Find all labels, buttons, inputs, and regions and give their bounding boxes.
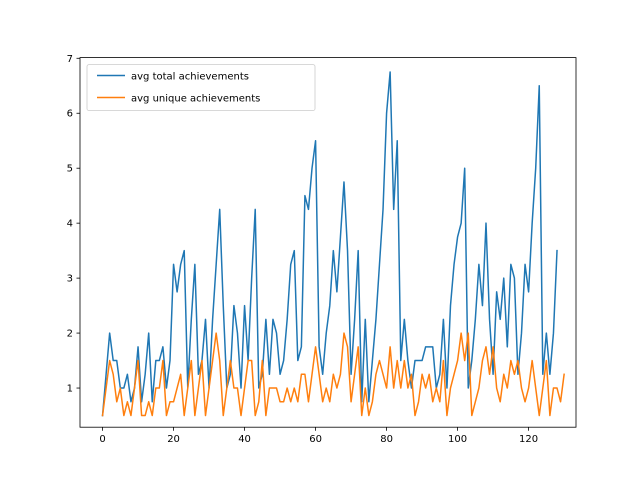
x-tick-label: 60 xyxy=(309,434,322,445)
legend-label-unique: avg unique achievements xyxy=(131,94,260,105)
y-tick-label: 7 xyxy=(67,54,73,65)
y-tick-label: 5 xyxy=(67,164,73,175)
y-tick-label: 1 xyxy=(67,384,73,395)
series-layer xyxy=(101,71,565,417)
y-tick-label: 4 xyxy=(67,219,73,230)
axis-layer: 0 20 40 60 80 100 120 1 2 3 4 5 6 7 xyxy=(67,54,539,445)
x-tick-label: 100 xyxy=(448,434,467,445)
y-tick-label: 3 xyxy=(67,274,73,285)
y-tick-label: 2 xyxy=(67,329,73,340)
x-tick-label: 0 xyxy=(99,434,105,445)
legend-box xyxy=(86,64,316,111)
x-tick-label: 40 xyxy=(238,434,251,445)
legend-label-total: avg total achievements xyxy=(131,72,249,83)
x-tick-label: 120 xyxy=(519,434,538,445)
x-tick-label: 20 xyxy=(167,434,180,445)
y-tick-label: 6 xyxy=(67,109,73,120)
series-line-total xyxy=(101,71,558,417)
series-line-unique xyxy=(101,332,565,417)
legend: avg total achievements avg unique achiev… xyxy=(86,64,316,111)
plot-frame xyxy=(79,57,577,428)
x-tick-label: 80 xyxy=(380,434,393,445)
